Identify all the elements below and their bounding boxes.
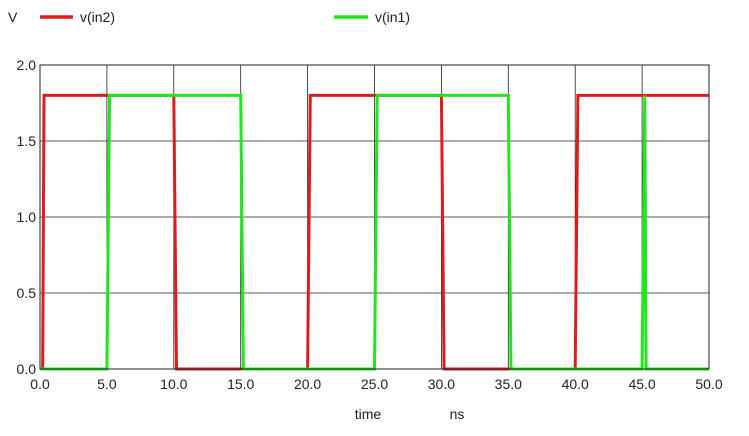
y-tick-label: 1.0 (17, 209, 37, 225)
y-tick-label: 2.0 (17, 57, 37, 73)
x-axis-label: time (355, 406, 382, 422)
legend: v(in2) v(in1) (40, 9, 410, 25)
legend-label-v-in1: v(in1) (375, 9, 410, 25)
x-axis-ticks: 0.0 5.0 10.0 15.0 20.0 25.0 30.0 35.0 40.0 45.0 50… (30, 376, 723, 392)
x-tick-label: 20.0 (294, 376, 321, 392)
y-axis-ticks: 0.0 0.5 1.0 1.5 2.0 (17, 57, 37, 377)
y-tick-label: 1.5 (17, 133, 37, 149)
x-axis-unit-label: ns (450, 406, 465, 422)
x-tick-label: 10.0 (160, 376, 187, 392)
y-tick-label: 0.0 (17, 361, 37, 377)
x-tick-label: 35.0 (495, 376, 522, 392)
x-tick-label: 5.0 (97, 376, 117, 392)
y-axis-unit-label: V (8, 9, 18, 25)
plot-frame (39, 64, 710, 370)
x-tick-label: 0.0 (30, 376, 50, 392)
x-tick-label: 30.0 (428, 376, 455, 392)
y-tick-label: 0.5 (17, 285, 37, 301)
x-tick-label: 25.0 (361, 376, 388, 392)
legend-label-v-in2: v(in2) (80, 9, 115, 25)
x-tick-label: 40.0 (562, 376, 589, 392)
series-line-v-in2 (40, 93, 709, 371)
x-tick-label: 45.0 (628, 376, 655, 392)
x-tick-label: 50.0 (695, 376, 722, 392)
x-tick-label: 15.0 (227, 376, 254, 392)
